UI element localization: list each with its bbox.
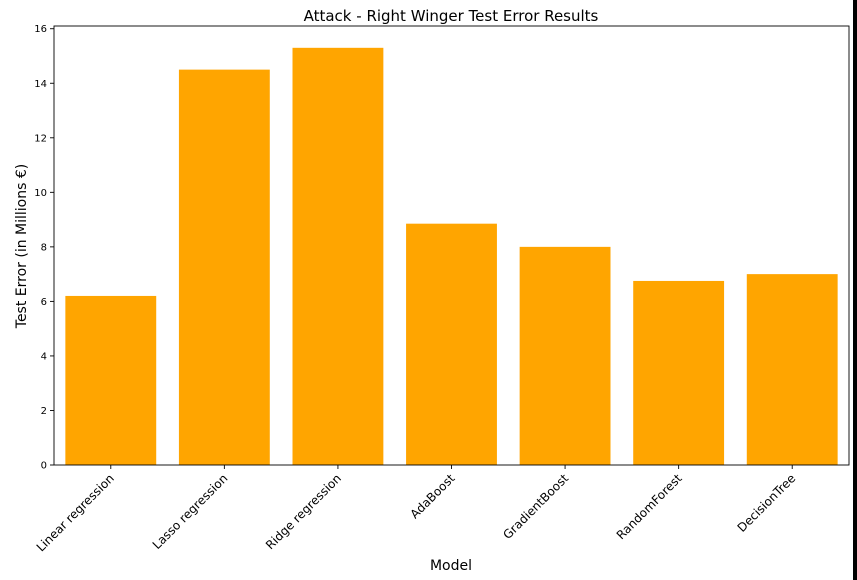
y-axis-label: Test Error (in Millions €) <box>14 164 30 329</box>
bar-ridge-regression <box>292 47 384 466</box>
bar-randomforest <box>633 280 725 465</box>
x-tick-label: Linear regression <box>34 471 117 554</box>
y-tick-label: 0 <box>41 461 47 472</box>
y-tick-label: 6 <box>41 297 47 308</box>
plot-area: 0 2 4 6 8 10 12 14 16 Linear regression Lasso regr… <box>34 24 850 554</box>
x-axis-label: Model <box>430 558 472 574</box>
bar-lasso-regression <box>178 69 270 466</box>
bar-adaboost <box>406 223 497 465</box>
y-tick-label: 2 <box>41 406 47 417</box>
y-tick-label: 16 <box>34 24 47 35</box>
y-tick-label: 10 <box>34 188 47 199</box>
window-edge <box>853 0 857 580</box>
y-tick-label: 4 <box>41 351 47 362</box>
x-tick-label: GradientBoost <box>500 471 571 542</box>
x-tick-label: AdaBoost <box>408 471 458 521</box>
x-tick-label: Ridge regression <box>263 471 344 552</box>
x-tick-label: Lasso regression <box>150 471 231 552</box>
bar-decisiontree <box>746 274 838 465</box>
x-tick-label: DecisionTree <box>735 471 799 535</box>
x-tick-label: RandomForest <box>614 471 685 542</box>
y-tick-label: 8 <box>41 242 47 253</box>
chart-title: Attack - Right Winger Test Error Results <box>304 7 599 25</box>
y-tick-label: 12 <box>34 133 47 144</box>
bar-gradientboost <box>519 246 611 465</box>
y-tick-label: 14 <box>34 79 47 90</box>
bar-linear-regression <box>65 295 157 465</box>
